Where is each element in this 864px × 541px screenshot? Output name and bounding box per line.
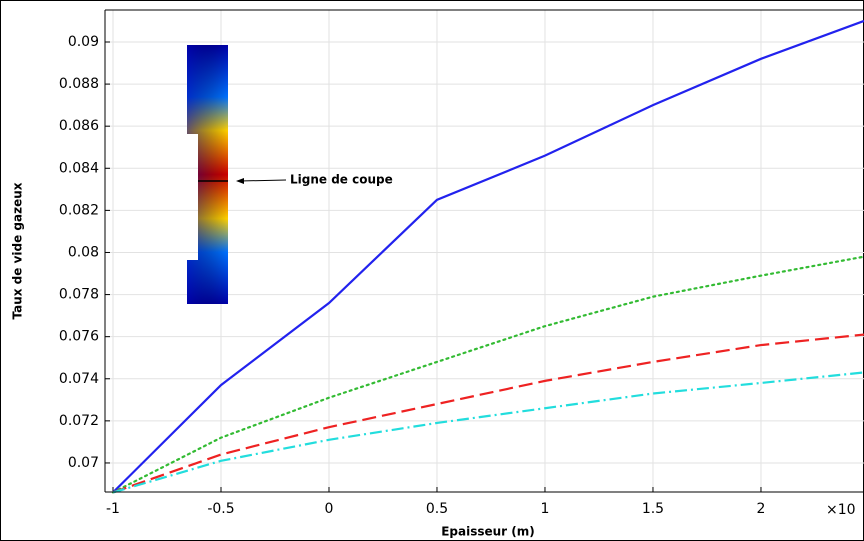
y-tick-label: 0.08 (68, 244, 99, 260)
y-tick-label: 0.088 (59, 76, 99, 92)
y-tick-label: 0.078 (59, 287, 99, 303)
x-tick-label: 1 (541, 501, 550, 517)
y-tick-label: 0.07 (68, 455, 99, 471)
y-axis-label: Taux de vide gazeux (11, 182, 25, 319)
inset-shade (187, 45, 228, 304)
x-tick-label: 0 (325, 501, 334, 517)
y-tick-label: 0.084 (59, 160, 99, 176)
x-tick-label: 2 (757, 501, 766, 517)
y-tick-label: 0.076 (59, 329, 99, 345)
y-tick-label: 0.086 (59, 118, 99, 134)
lines (111, 19, 864, 494)
y-tick-label: 0.072 (59, 413, 99, 429)
x-tick-label: 1.5 (642, 501, 664, 517)
y-tick-label: 0.082 (59, 202, 99, 218)
y-tick-label: 0.074 (59, 371, 99, 387)
series-line (111, 255, 864, 494)
x-multiplier: ×10 (826, 502, 856, 518)
arrow-head (236, 178, 244, 184)
series-line (112, 19, 864, 494)
x-tick-label: -0.5 (207, 501, 234, 517)
series-line (112, 371, 864, 494)
x-tick-label: -1 (106, 501, 120, 517)
y-tick-label: 0.09 (68, 34, 99, 50)
x-tick-label: 0.5 (426, 501, 448, 517)
inset: Ligne de coupe (187, 45, 393, 304)
arrow (239, 179, 287, 182)
series-line (112, 333, 864, 494)
x-axis-label: Epaisseur (m) (441, 525, 535, 539)
annotation: Ligne de coupe (290, 173, 393, 187)
